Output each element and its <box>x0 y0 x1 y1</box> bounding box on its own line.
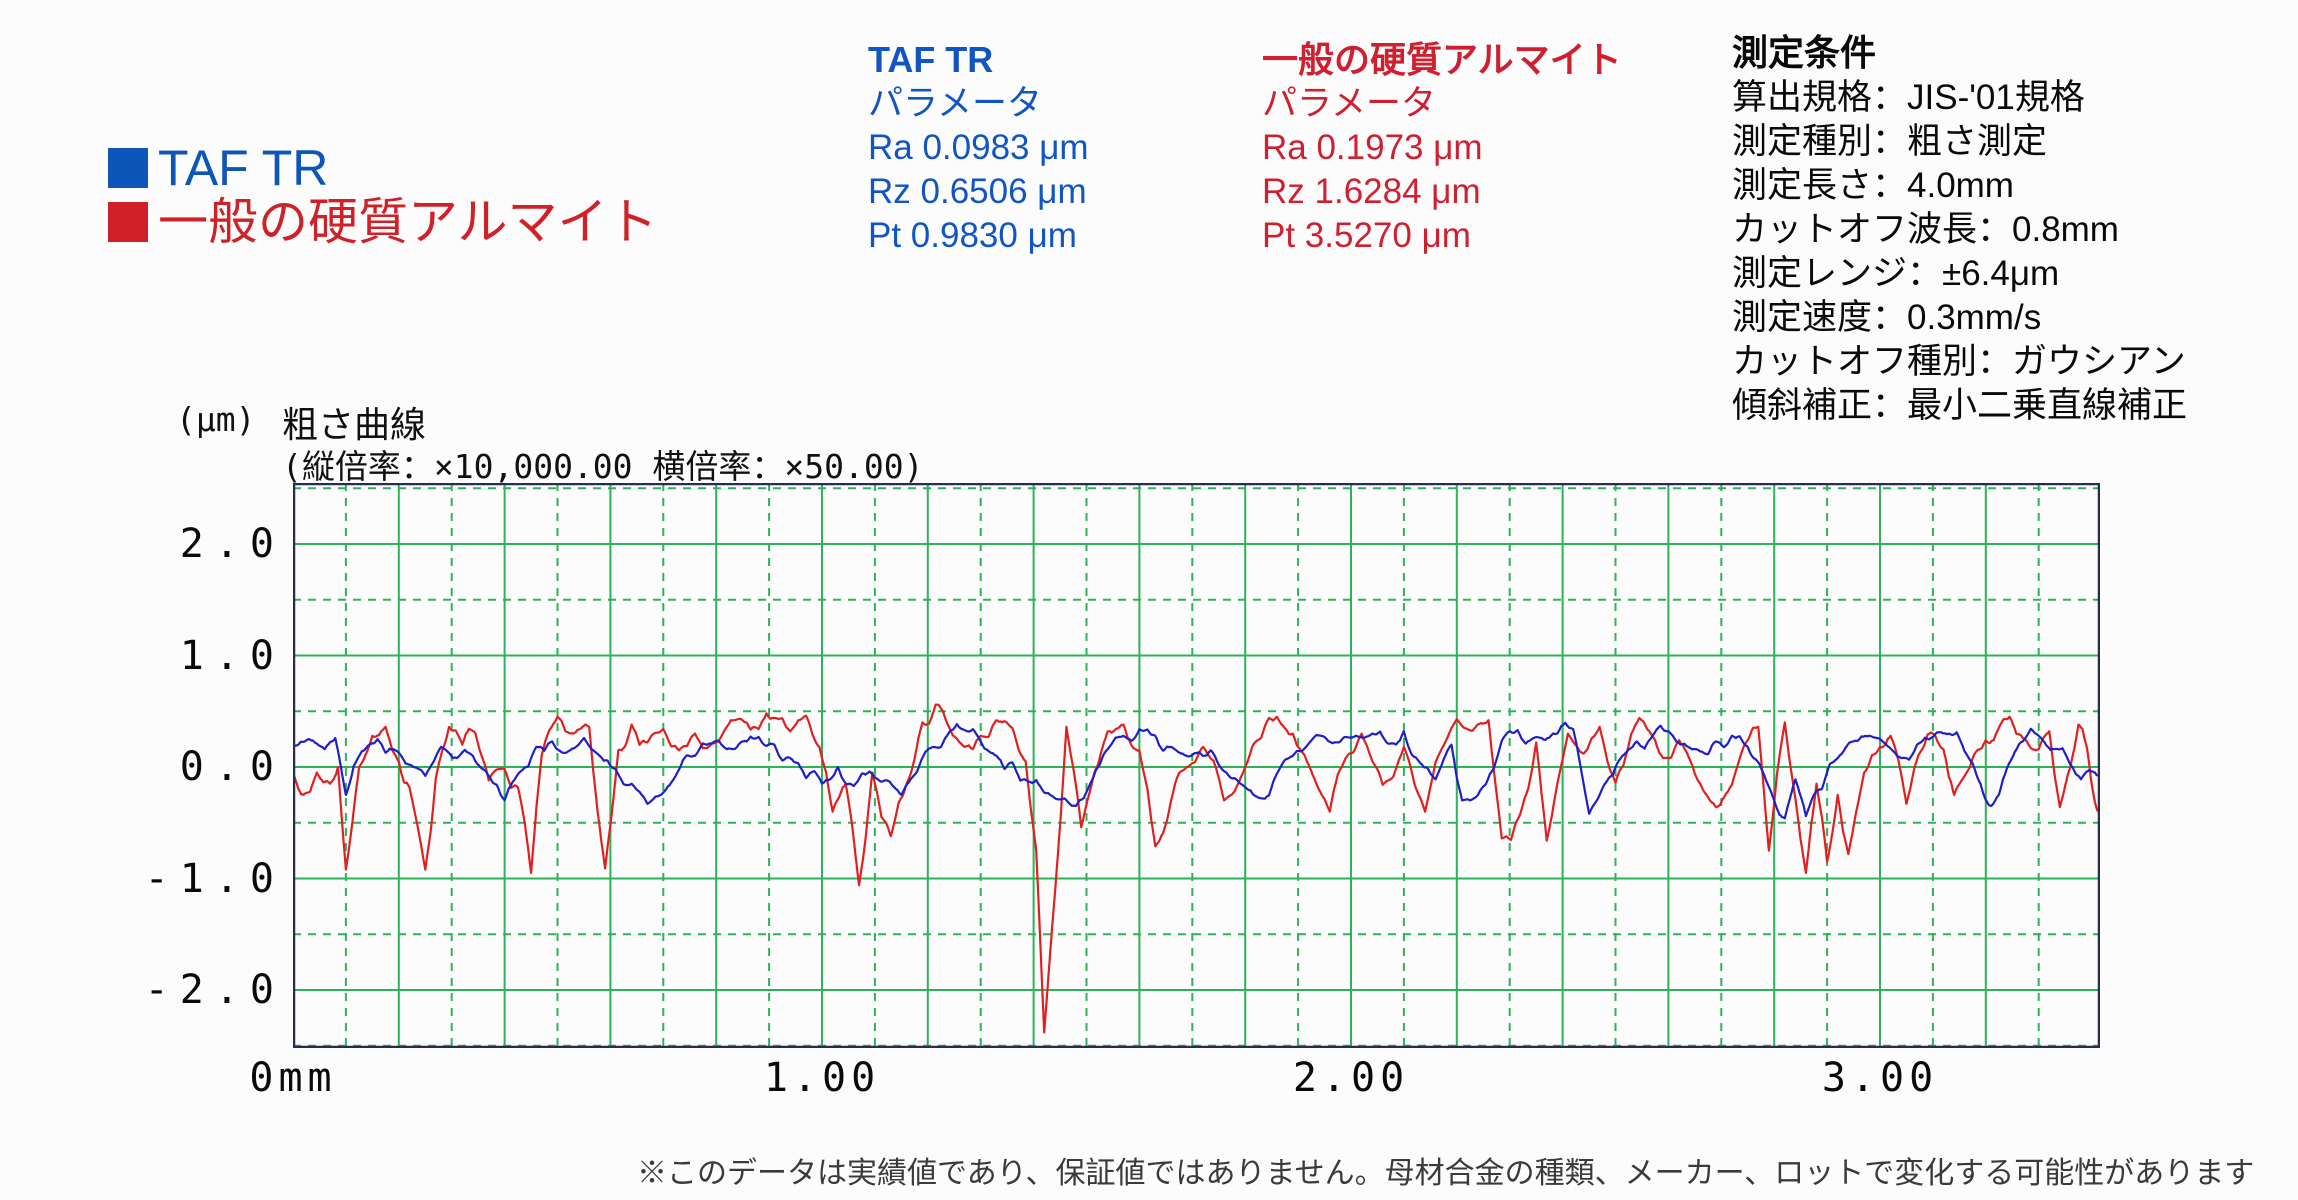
legend-item-alumite: 一般の硬質アルマイト <box>108 194 658 250</box>
x-tick-label: 3.00 <box>1821 1055 1939 1101</box>
alumite-roughness-curve <box>293 703 2099 1034</box>
param-block-subtitle: パラメータ <box>1262 84 1436 123</box>
chart-title: 粗さ曲線 <box>282 405 427 446</box>
y-tick-label: 2.0 <box>179 521 285 567</box>
param-block-alumite: 一般の硬質アルマイト パラメータ Ra 0.1973 μm Rz 1.6284 μ… <box>1262 38 1622 258</box>
param-block-subtitle: パラメータ <box>868 84 1042 123</box>
chart-scale-note: (縦倍率：×10,000.00 横倍率：×50.00) <box>282 447 924 486</box>
y-tick-label: 0.0 <box>179 744 285 790</box>
legend-label: TAF TR <box>158 140 329 196</box>
param-row: Rz 1.6284 μm <box>1262 172 1481 211</box>
condition-line: 測定レンジ：±6.4μm <box>1732 254 2060 293</box>
param-row: Rz 0.6506 μm <box>868 172 1087 211</box>
param-rows: Ra 0.0983 μm Rz 0.6506 μm Pt 0.9830 μm <box>868 126 1089 258</box>
x-tick-label: 1.00 <box>763 1055 881 1101</box>
legend: TAF TR 一般の硬質アルマイト <box>108 140 658 254</box>
condition-line: カットオフ波長：0.8mm <box>1732 210 2119 249</box>
x-tick-label: 0mm <box>249 1055 337 1101</box>
y-axis-unit-label: (μm) <box>176 400 256 439</box>
condition-line: 測定種別：粗さ測定 <box>1732 122 2048 161</box>
roughness-plot-svg <box>293 483 2100 1048</box>
legend-label: 一般の硬質アルマイト <box>158 194 658 250</box>
condition-line: 算出規格：JIS-'01規格 <box>1732 78 2085 117</box>
x-tick-label: 2.00 <box>1292 1055 1410 1101</box>
y-tick-label: -2.0 <box>144 967 285 1013</box>
param-row: Ra 0.1973 μm <box>1262 128 1483 167</box>
condition-line: 測定長さ：4.0mm <box>1732 166 2014 205</box>
condition-line: 測定速度：0.3mm/s <box>1732 298 2042 337</box>
y-tick-label: 1.0 <box>179 632 285 679</box>
param-block-taf-tr: TAF TR パラメータ Ra 0.0983 μm Rz 0.6506 μm Pt … <box>868 38 1089 258</box>
condition-line: カットオフ種別：ガウシアン <box>1732 342 2186 381</box>
plot-border <box>293 483 2100 1048</box>
plot-area <box>293 483 2100 1048</box>
param-row: Pt 0.9830 μm <box>868 216 1077 255</box>
param-block-title: TAF TR <box>868 39 994 80</box>
legend-swatch-red <box>108 202 148 242</box>
legend-swatch-blue <box>108 148 148 188</box>
legend-item-taf-tr: TAF TR <box>108 140 658 196</box>
param-row: Pt 3.5270 μm <box>1262 216 1471 255</box>
conditions-panel: 測定条件 算出規格：JIS-'01規格 測定種別：粗さ測定 測定長さ：4.0mm カッ… <box>1732 30 2187 428</box>
footnote: ※このデータは実績値であり、保証値ではありません。母材合金の種類、メーカー、ロッ… <box>637 1157 2255 1190</box>
condition-line: 傾斜補正：最小二乗直線補正 <box>1732 386 2188 425</box>
param-block-title: 一般の硬質アルマイト <box>1262 39 1622 80</box>
conditions-lines: 算出規格：JIS-'01規格 測定種別：粗さ測定 測定長さ：4.0mm カットオフ波長… <box>1732 76 2187 428</box>
y-tick-label: -1.0 <box>144 855 285 902</box>
param-row: Ra 0.0983 μm <box>868 128 1089 167</box>
conditions-title: 測定条件 <box>1732 32 1877 73</box>
taf-tr-roughness-curve <box>293 721 2099 820</box>
param-rows: Ra 0.1973 μm Rz 1.6284 μm Pt 3.5270 μm <box>1262 126 1622 258</box>
